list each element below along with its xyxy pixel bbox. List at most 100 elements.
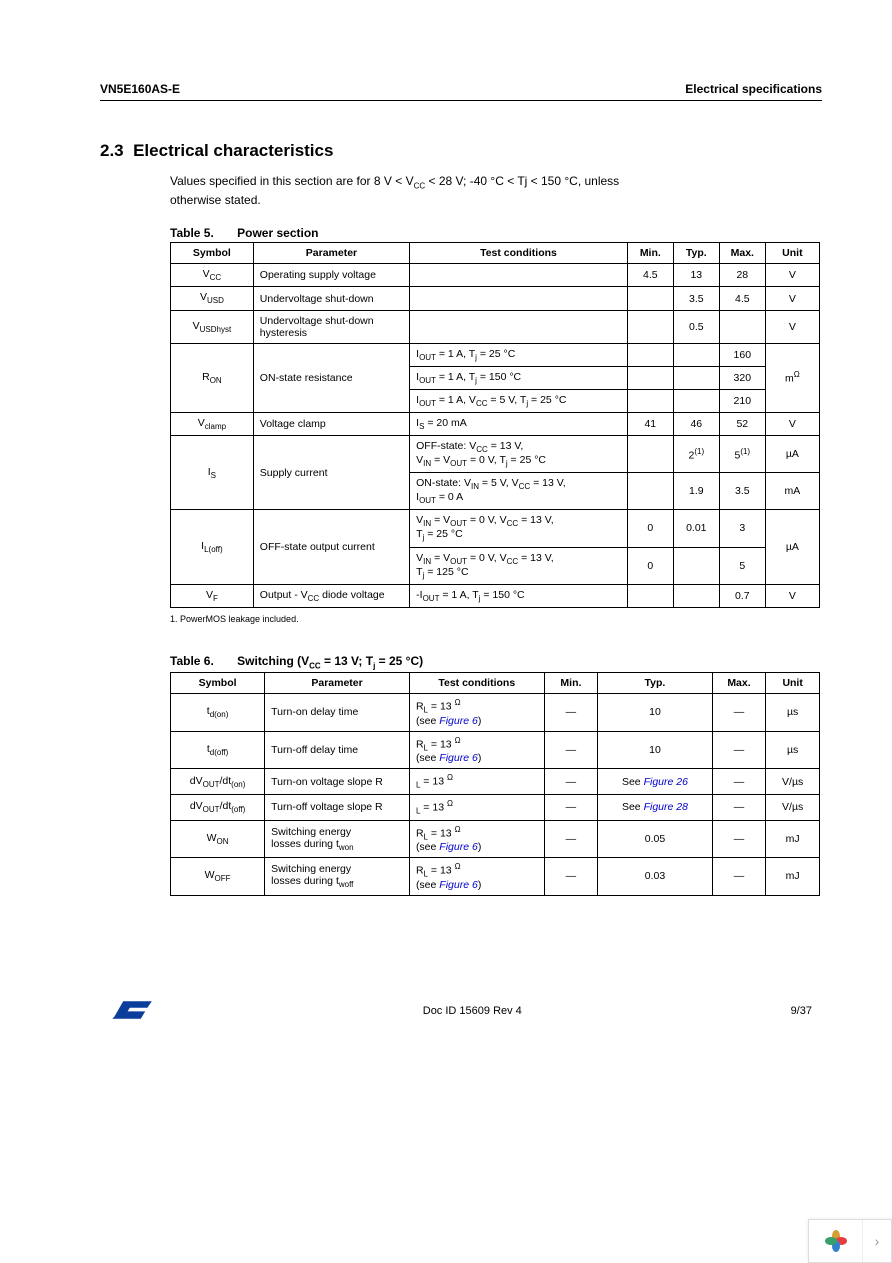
cell-unit: mΩ: [765, 343, 819, 412]
cell-max: 3: [719, 510, 765, 547]
cell-symbol: IS: [171, 435, 254, 509]
figure-link[interactable]: Figure 26: [644, 776, 688, 788]
cell-unit: V: [765, 412, 819, 435]
cell-unit: µs: [766, 731, 820, 769]
cell-max: [719, 310, 765, 343]
cell-typ: 1.9: [673, 473, 719, 510]
cell-symbol: td(on): [171, 694, 265, 732]
cell-unit: µA: [765, 510, 819, 584]
cell-typ: [673, 366, 719, 389]
table5: Symbol Parameter Test conditions Min. Ty…: [170, 242, 820, 607]
cell-max: —: [712, 694, 766, 732]
figure-link[interactable]: Figure 6: [439, 752, 478, 764]
table-row: VUSD Undervoltage shut-down 3.5 4.5 V: [171, 287, 820, 310]
page-footer: Doc ID 15609 Rev 4 9/37: [100, 996, 822, 1027]
cell-min: —: [544, 694, 598, 732]
figure-link[interactable]: Figure 28: [644, 801, 688, 813]
table5-caption-label: Table 5.: [170, 226, 214, 240]
cell-param: Undervoltage shut-down hysteresis: [253, 310, 409, 343]
table-row: IL(off) OFF-state output current VIN = V…: [171, 510, 820, 547]
table6: Symbol Parameter Test conditions Min. Ty…: [170, 672, 820, 896]
cell-max: —: [712, 769, 766, 795]
cell-unit: V: [765, 287, 819, 310]
cell-typ: 2(1): [673, 435, 719, 472]
cell-min: 41: [627, 412, 673, 435]
cell-param: Supply current: [253, 435, 409, 509]
cell-typ: 0.05: [598, 820, 712, 858]
cell-max: 160: [719, 343, 765, 366]
th-unit: Unit: [766, 673, 820, 694]
cell-max: 52: [719, 412, 765, 435]
cell-min: 4.5: [627, 264, 673, 287]
cell-param: Voltage clamp: [253, 412, 409, 435]
header-right: Electrical specifications: [685, 82, 822, 96]
section-heading: 2.3 Electrical characteristics: [100, 141, 822, 161]
th-max: Max.: [719, 243, 765, 264]
th-min: Min.: [627, 243, 673, 264]
cell-min: [627, 435, 673, 472]
cell-symbol: dVOUT/dt(on): [171, 769, 265, 795]
figure-link[interactable]: Figure 6: [439, 715, 478, 727]
corner-widget[interactable]: ›: [808, 1219, 892, 1263]
st-logo-icon: [110, 996, 154, 1027]
cell-typ: 0.01: [673, 510, 719, 547]
cell-param: Undervoltage shut-down: [253, 287, 409, 310]
cell-cond: L = 13 Ω: [409, 794, 544, 820]
cell-min: [627, 584, 673, 607]
cell-max: 210: [719, 389, 765, 412]
table-row: WOFF Switching energylosses during twoff…: [171, 858, 820, 896]
page: VN5E160AS-E Electrical specifications 2.…: [0, 0, 892, 1067]
cell-typ: 10: [598, 694, 712, 732]
table6-caption: Table 6. Switching (VCC = 13 V; Tj = 25 …: [170, 654, 822, 670]
cell-unit: µs: [766, 694, 820, 732]
cell-typ: [673, 547, 719, 584]
th-unit: Unit: [765, 243, 819, 264]
cell-symbol: IL(off): [171, 510, 254, 584]
cell-max: 3.5: [719, 473, 765, 510]
cell-typ: 3.5: [673, 287, 719, 310]
cell-cond: IOUT = 1 A, Tj = 25 °C: [410, 343, 628, 366]
cell-symbol: VUSD: [171, 287, 254, 310]
section-title-text: Electrical characteristics: [133, 141, 333, 160]
section-number: 2.3: [100, 141, 124, 160]
cell-cond: VIN = VOUT = 0 V, VCC = 13 V,Tj = 125 °C: [410, 547, 628, 584]
cell-min: —: [544, 820, 598, 858]
table-row: td(on) Turn-on delay time RL = 13 Ω(see …: [171, 694, 820, 732]
cell-typ: 0.5: [673, 310, 719, 343]
cell-param: Output - VCC diode voltage: [253, 584, 409, 607]
cell-unit: mJ: [766, 820, 820, 858]
th-test-conditions: Test conditions: [410, 243, 628, 264]
cell-max: 28: [719, 264, 765, 287]
cell-unit: V/µs: [766, 769, 820, 795]
th-typ: Typ.: [598, 673, 712, 694]
cell-cond: RL = 13 Ω(see Figure 6): [409, 694, 544, 732]
cell-unit: V/µs: [766, 794, 820, 820]
cell-max: —: [712, 820, 766, 858]
cell-min: [627, 473, 673, 510]
cell-typ: 46: [673, 412, 719, 435]
intro-line1-sub: CC: [414, 181, 426, 190]
th-parameter: Parameter: [253, 243, 409, 264]
table5-caption-title: Power section: [237, 226, 318, 240]
page-header: VN5E160AS-E Electrical specifications: [100, 82, 822, 101]
table-header-row: Symbol Parameter Test conditions Min. Ty…: [171, 673, 820, 694]
cell-symbol: td(off): [171, 731, 265, 769]
cell-typ: [673, 584, 719, 607]
figure-link[interactable]: Figure 6: [439, 841, 478, 853]
intro-paragraph: Values specified in this section are for…: [170, 173, 822, 208]
figure-link[interactable]: Figure 6: [439, 879, 478, 891]
cell-unit: mA: [765, 473, 819, 510]
cell-cond: ON-state: VIN = 5 V, VCC = 13 V,IOUT = 0…: [410, 473, 628, 510]
table-row: VF Output - VCC diode voltage -IOUT = 1 …: [171, 584, 820, 607]
cell-min: —: [544, 731, 598, 769]
cell-param: ON-state resistance: [253, 343, 409, 412]
th-symbol: Symbol: [171, 243, 254, 264]
cell-unit: V: [765, 264, 819, 287]
cell-cond: IOUT = 1 A, VCC = 5 V, Tj = 25 °C: [410, 389, 628, 412]
cell-min: —: [544, 858, 598, 896]
cell-typ: 10: [598, 731, 712, 769]
chevron-right-icon[interactable]: ›: [862, 1220, 891, 1262]
table6-caption-label: Table 6.: [170, 654, 214, 668]
cell-min: 0: [627, 547, 673, 584]
cell-symbol: WOFF: [171, 858, 265, 896]
